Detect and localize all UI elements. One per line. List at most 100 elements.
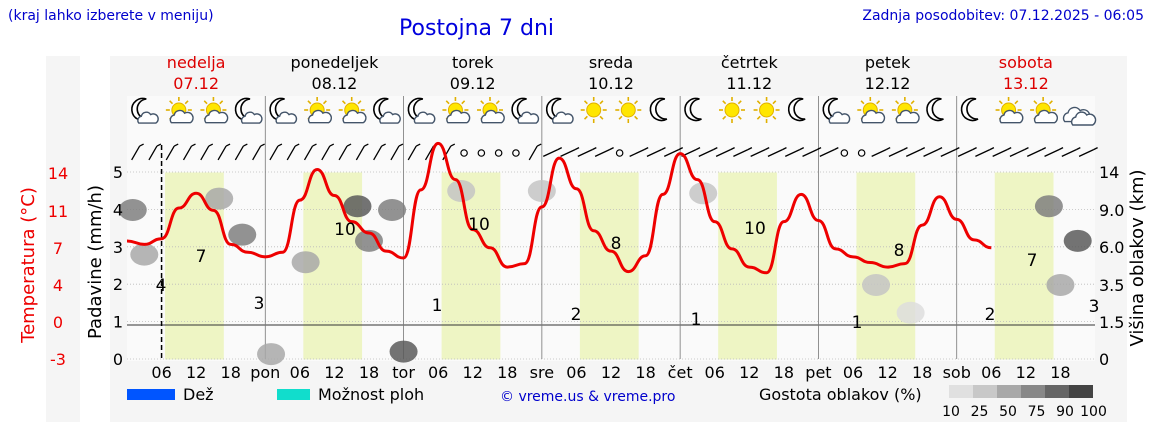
wind-barb-tick: [730, 147, 735, 151]
x-tick-label: 18: [359, 363, 379, 382]
wind-barb-tick: [885, 147, 891, 151]
day-date: 08.12: [312, 74, 358, 93]
wind-barb-tick: [450, 143, 456, 147]
temperature-line: [126, 141, 992, 275]
moon-shape: [926, 97, 944, 122]
cloud-shape: [1033, 109, 1059, 124]
wind-barb-tick: [764, 147, 770, 151]
x-tick-label: 18: [221, 363, 241, 382]
wind-barb-tick: [208, 143, 214, 147]
cloud-shape: [552, 111, 574, 124]
sun-cloud-icon: [442, 97, 471, 124]
sun-ray: [169, 100, 174, 105]
temp-tick: -3: [50, 350, 66, 369]
x-tick-label: 12: [324, 363, 344, 382]
sun-disc: [724, 102, 740, 118]
wind-barb-tick: [243, 143, 248, 147]
wind-calm-circle: [460, 149, 468, 157]
wind-barb-tick: [156, 143, 162, 147]
wind-barb-tick: [381, 143, 386, 147]
sun-cloud-icon: [338, 97, 367, 124]
sun-icon: [719, 97, 745, 123]
wind-barb: [975, 149, 991, 157]
x-tick-label: 18: [774, 363, 794, 382]
wind-barb-tick: [695, 147, 701, 151]
x-tick-label: 12: [1016, 363, 1036, 382]
moon-icon: [649, 97, 668, 122]
sun-ray: [772, 100, 777, 105]
cloud-icon: [1062, 106, 1097, 126]
wind-barb: [424, 145, 435, 161]
day-name: ponedeljek: [290, 53, 379, 72]
sun-ray: [357, 100, 362, 105]
wind-barb-tick: [346, 143, 352, 147]
moon-cloud-icon: [407, 97, 436, 124]
wind-calm-circle: [840, 149, 849, 157]
cloud-shape: [413, 111, 436, 124]
region-hint[interactable]: (kraj lahko izberete v meniju): [8, 8, 214, 24]
sun-ray: [756, 115, 761, 120]
precip-tick: 2: [113, 275, 123, 294]
density-level-label: 75: [1028, 404, 1046, 420]
x-day-label: pon: [250, 363, 280, 382]
wind-barb: [131, 145, 141, 161]
moon-icon: [787, 97, 806, 122]
density-level-label: 10: [942, 404, 960, 420]
wind-barb-tick: [1058, 147, 1064, 151]
cloud-cell: [118, 199, 147, 221]
sun-cloud-icon: [995, 97, 1024, 124]
moon-icon: [926, 97, 944, 122]
cloud-cell: [378, 199, 407, 221]
x-day-label: čet: [668, 363, 693, 382]
sun-ray: [634, 115, 639, 120]
wind-barb: [767, 149, 783, 157]
legend: Dež Možnost ploh © vreme.us & vreme.pro Gos…: [127, 385, 1107, 420]
wind-barb: [373, 145, 383, 161]
wind-calm-circle: [512, 149, 520, 157]
cloud-height-tick: 3.5: [1099, 276, 1124, 295]
wind-barb: [802, 149, 818, 157]
wind-barb: [698, 149, 714, 157]
wind-barb-tick: [937, 147, 943, 151]
x-day-label: tor: [392, 363, 415, 382]
sun-cloud-icon: [891, 97, 920, 124]
temperature-point-label: 3: [1089, 297, 1100, 317]
wind-barb-tick: [920, 147, 926, 151]
cloud-height-axis-label: Višina oblakov (km): [1127, 169, 1148, 346]
temperature-point-label: 7: [196, 247, 207, 267]
precip-tick: 1: [113, 313, 123, 332]
density-level-label: 50: [999, 404, 1017, 420]
sun-icon: [580, 97, 607, 123]
sun-disc: [759, 102, 775, 118]
moon-cloud-icon: [545, 97, 574, 124]
cloud-shape: [446, 109, 471, 124]
wind-barb-tick: [834, 147, 839, 151]
sun-ray: [756, 100, 761, 105]
sun-ray: [737, 115, 742, 120]
cloud-cell: [862, 274, 891, 296]
sun-cloud-icon: [857, 97, 886, 124]
grid-lines: [127, 96, 1095, 360]
wind-calm-circle: [615, 149, 624, 157]
cloud-shape: [240, 111, 263, 124]
x-tick-label: 12: [877, 363, 897, 382]
sun-ray: [480, 100, 485, 105]
temperature-point-label: 10: [468, 215, 490, 235]
precip-axis-label: Padavine (mm/h): [85, 185, 106, 339]
cloud-cell: [1046, 274, 1075, 296]
x-tick-label: 12: [186, 363, 206, 382]
sun-ray: [895, 100, 900, 105]
temp-tick: 11: [48, 202, 68, 221]
cloud-cell: [389, 340, 418, 363]
precip-tick: 3: [113, 238, 123, 257]
wind-barb: [784, 149, 801, 157]
wind-barb-tick: [173, 143, 179, 147]
wind-barb: [733, 149, 749, 157]
sun-ray: [219, 100, 224, 105]
wind-barb: [269, 145, 279, 161]
sun-ray: [634, 100, 639, 105]
rain-swatch: [127, 389, 175, 400]
x-day-label: sob: [943, 363, 971, 382]
wind-barb-tick: [592, 147, 597, 151]
